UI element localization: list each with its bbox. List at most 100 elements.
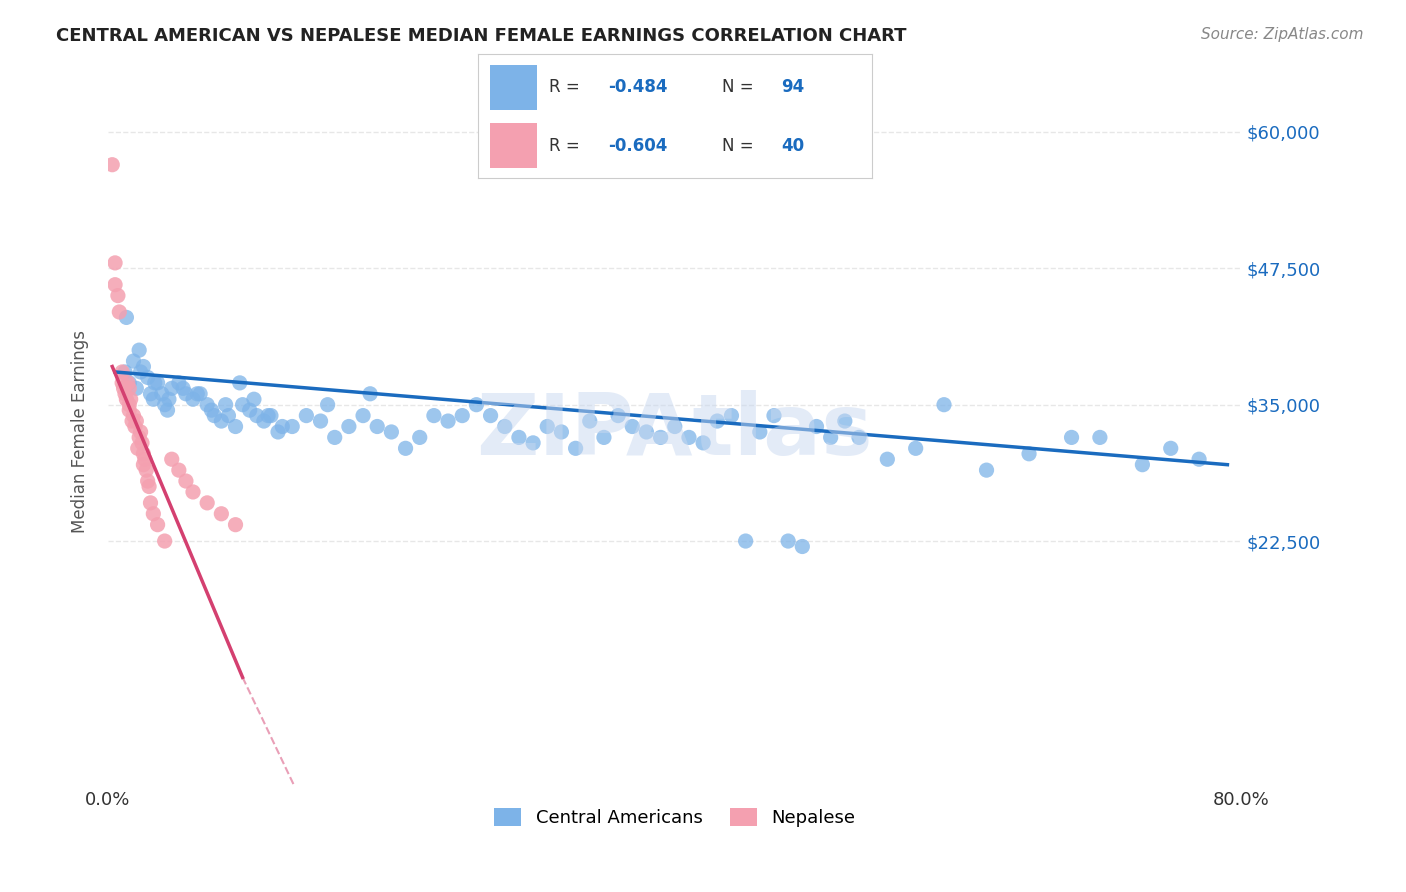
Central Americans (150, 386, 173, 401)
Central Americans (125, 381, 148, 395)
Text: -0.484: -0.484 (607, 78, 668, 96)
Nepalese (174, 474, 197, 488)
Central Americans (636, 425, 658, 439)
Central Americans (129, 365, 152, 379)
Nepalese (101, 158, 124, 172)
Central Americans (1088, 430, 1111, 444)
Central Americans (281, 419, 304, 434)
FancyBboxPatch shape (489, 123, 537, 169)
Nepalese (181, 485, 204, 500)
Central Americans (536, 419, 558, 434)
Nepalese (167, 463, 190, 477)
Nepalese (195, 496, 218, 510)
Central Americans (337, 419, 360, 434)
Central Americans (172, 381, 194, 395)
Central Americans (225, 419, 247, 434)
Text: 94: 94 (782, 78, 804, 96)
Nepalese (128, 430, 150, 444)
Text: R =: R = (548, 78, 585, 96)
Nepalese (146, 517, 169, 532)
Text: Source: ZipAtlas.com: Source: ZipAtlas.com (1201, 27, 1364, 42)
Central Americans (380, 425, 402, 439)
Central Americans (214, 398, 236, 412)
Central Americans (437, 414, 460, 428)
Central Americans (508, 430, 530, 444)
Nepalese (125, 414, 148, 428)
Nepalese (115, 392, 138, 407)
Central Americans (122, 354, 145, 368)
Central Americans (394, 442, 416, 456)
Central Americans (451, 409, 474, 423)
Central Americans (1132, 458, 1154, 472)
Central Americans (792, 540, 814, 554)
Y-axis label: Median Female Earnings: Median Female Earnings (72, 330, 89, 533)
Nepalese (120, 392, 142, 407)
Nepalese (104, 277, 127, 292)
Central Americans (806, 419, 828, 434)
Central Americans (1160, 442, 1182, 456)
Central Americans (323, 430, 346, 444)
Central Americans (257, 409, 280, 423)
Nepalese (131, 435, 153, 450)
Text: R =: R = (548, 137, 585, 155)
Central Americans (142, 392, 165, 407)
Central Americans (734, 534, 756, 549)
Nepalese (153, 534, 176, 549)
Nepalese (122, 409, 145, 423)
Text: N =: N = (723, 78, 759, 96)
Central Americans (650, 430, 672, 444)
Central Americans (607, 409, 630, 423)
Central Americans (904, 442, 927, 456)
Nepalese (107, 288, 129, 302)
Central Americans (593, 430, 616, 444)
Central Americans (174, 386, 197, 401)
Central Americans (202, 409, 225, 423)
Central Americans (188, 386, 211, 401)
Nepalese (225, 517, 247, 532)
Central Americans (160, 381, 183, 395)
Central Americans (848, 430, 870, 444)
Legend: Central Americans, Nepalese: Central Americans, Nepalese (486, 800, 862, 834)
Central Americans (479, 409, 502, 423)
Central Americans (564, 442, 586, 456)
Central Americans (181, 392, 204, 407)
Central Americans (316, 398, 339, 412)
Central Americans (359, 386, 381, 401)
Nepalese (104, 256, 127, 270)
Central Americans (195, 398, 218, 412)
Text: ZIPAtlas: ZIPAtlas (477, 391, 873, 474)
Nepalese (121, 414, 143, 428)
Central Americans (692, 435, 714, 450)
Central Americans (1018, 447, 1040, 461)
Central Americans (295, 409, 318, 423)
Nepalese (132, 447, 155, 461)
Central Americans (522, 435, 544, 450)
Nepalese (117, 376, 139, 390)
Nepalese (160, 452, 183, 467)
Central Americans (229, 376, 252, 390)
Nepalese (132, 458, 155, 472)
Central Americans (167, 376, 190, 390)
Central Americans (153, 398, 176, 412)
Nepalese (108, 305, 131, 319)
Central Americans (156, 403, 179, 417)
Central Americans (157, 392, 180, 407)
Central Americans (136, 370, 159, 384)
FancyBboxPatch shape (489, 65, 537, 110)
Central Americans (243, 392, 266, 407)
Central Americans (876, 452, 898, 467)
Central Americans (1188, 452, 1211, 467)
Central Americans (494, 419, 516, 434)
Central Americans (621, 419, 644, 434)
Central Americans (366, 419, 388, 434)
Nepalese (142, 507, 165, 521)
Central Americans (118, 376, 141, 390)
Central Americans (271, 419, 294, 434)
Central Americans (239, 403, 262, 417)
Central Americans (246, 409, 269, 423)
Central Americans (232, 398, 254, 412)
Nepalese (136, 474, 159, 488)
Central Americans (143, 376, 166, 390)
Central Americans (678, 430, 700, 444)
Central Americans (1060, 430, 1083, 444)
